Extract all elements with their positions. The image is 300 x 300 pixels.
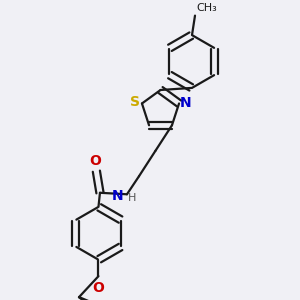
- Text: N: N: [111, 189, 123, 203]
- Text: S: S: [130, 95, 140, 109]
- Text: O: O: [92, 281, 104, 295]
- Text: H: H: [128, 193, 136, 203]
- Text: O: O: [89, 154, 101, 168]
- Text: CH₃: CH₃: [196, 3, 217, 13]
- Text: N: N: [180, 97, 191, 110]
